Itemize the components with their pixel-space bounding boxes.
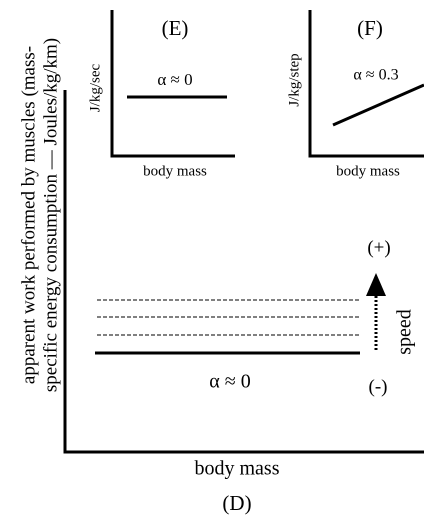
- x-axis-label: body mass: [195, 458, 280, 480]
- speed-minus: (-): [369, 376, 388, 397]
- panel-d: apparent work performed by muscles (mass…: [18, 38, 424, 515]
- alpha-label: α ≈ 0.3: [353, 67, 398, 84]
- y-axis-label: apparent work performed by muscles (mass…: [18, 46, 39, 384]
- axes: [63, 90, 424, 454]
- speed-plus: (+): [367, 237, 390, 258]
- panel-f: (F) J/kg/step α ≈ 0.3 body mass: [286, 10, 424, 179]
- panel-label: (D): [222, 491, 251, 515]
- axes: [110, 10, 235, 158]
- arrow-head: [366, 273, 386, 296]
- x-axis-label: body mass: [336, 163, 400, 179]
- y-axis-label: J/kg/step: [286, 53, 302, 106]
- alpha-label: α ≈ 0: [209, 371, 250, 393]
- y-axis-label: specific energy consumption — Joules/kg/…: [40, 38, 61, 392]
- y-axis-label: J/kg/sec: [87, 63, 103, 112]
- panel-label: (F): [357, 16, 383, 40]
- panel-e: (E) J/kg/sec α ≈ 0 body mass: [87, 10, 235, 179]
- alpha-label: α ≈ 0: [157, 70, 192, 89]
- x-axis-label: body mass: [143, 163, 207, 179]
- trend-line: [332, 83, 424, 127]
- axes: [308, 10, 424, 158]
- panel-label: (E): [162, 16, 189, 40]
- speed-label: speed: [394, 309, 416, 355]
